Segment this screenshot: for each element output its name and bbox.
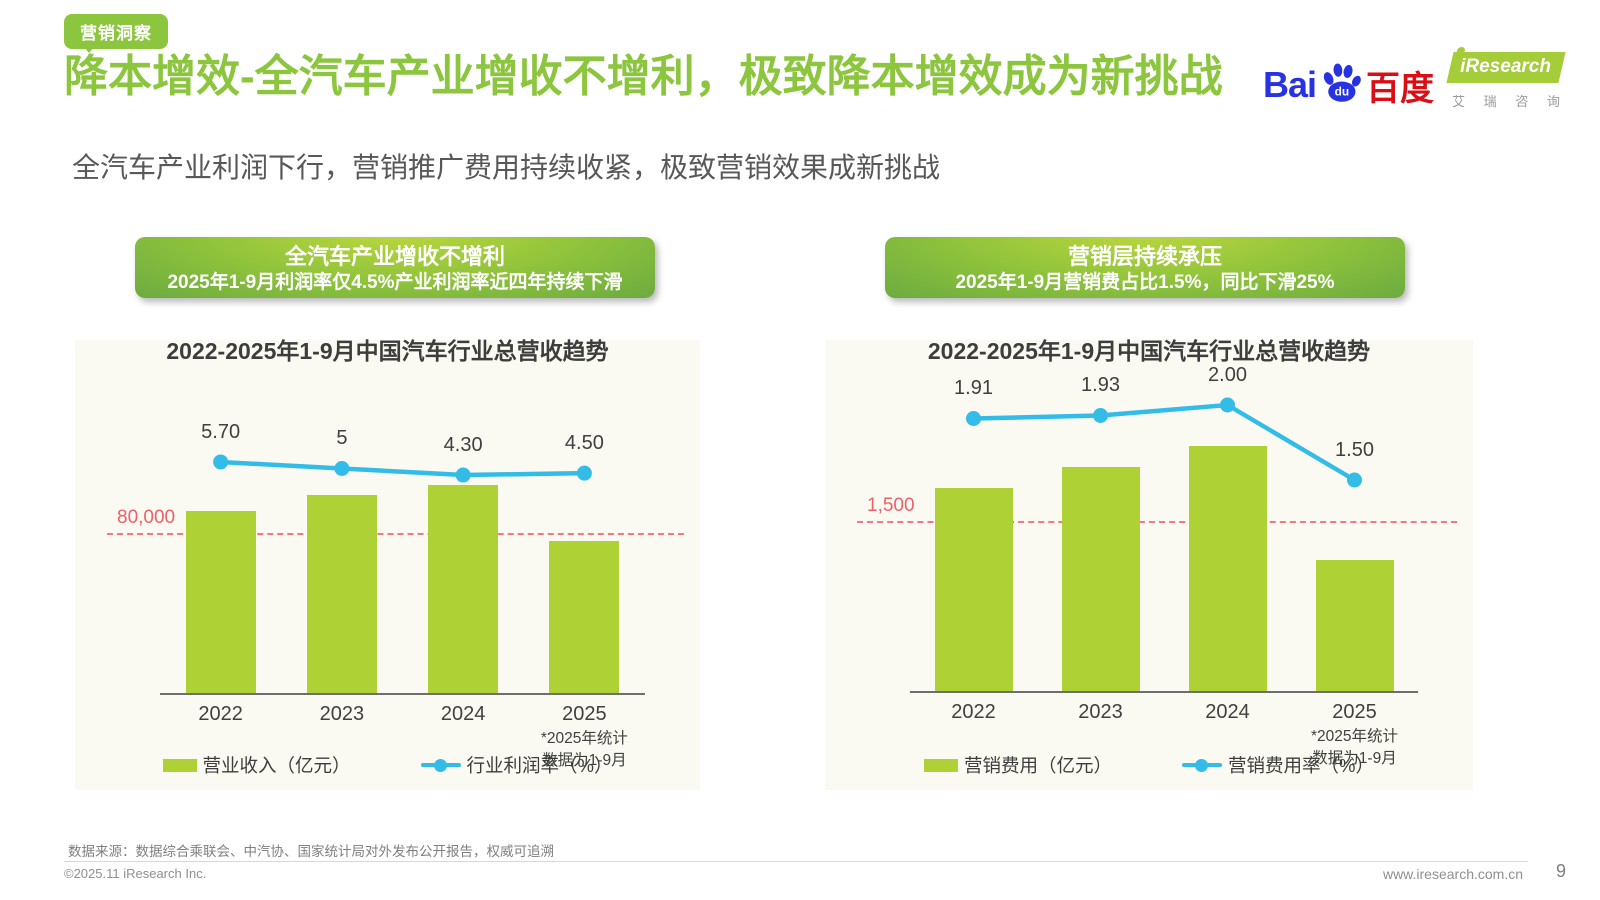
page-number: 9 (1555, 861, 1566, 881)
line-marker-2024 (1220, 397, 1235, 413)
point-label-2022: 5.70 (201, 421, 241, 443)
point-label-2025: 1.50 (1335, 439, 1374, 461)
line-marker-2025 (1347, 472, 1362, 488)
x-label-2024: 2024 (440, 703, 486, 725)
line-marker-2023 (1093, 408, 1108, 423)
badge-tail-icon (80, 42, 98, 53)
legend-line-label: 营销费用率（%） (1228, 755, 1374, 776)
website-text: www.iresearch.com.cn (1382, 866, 1523, 882)
line-marker-2022 (966, 411, 981, 426)
chart-footnote: *2025年统计 数据为1-9月 (1310, 728, 1398, 767)
line-marker-2023 (334, 461, 350, 476)
x-label-2025: 2025 *2025年统计 数据为1-9月 (1291, 701, 1418, 769)
iresearch-cn-text: 艾 瑞 咨 询 (1452, 94, 1560, 109)
x-label-2023: 2023 (1078, 701, 1123, 723)
left-chart-panel: 2022-2025年1-9月中国汽车行业总营收趋势 80,000 5.70 5 4.… (75, 338, 700, 790)
logo-group: Bai du 百度 iResearch 艾 瑞 咨 询 (1263, 47, 1566, 110)
point-label-2024: 4.30 (443, 434, 483, 456)
ref-line-label: 80,000 (117, 507, 176, 528)
x-label-2024: 2024 (1205, 701, 1250, 723)
legend-bar-swatch-icon (924, 758, 959, 772)
baidu-du-text: du (1335, 85, 1350, 99)
plot-area: 5.70 5 4.30 4.50 (160, 395, 645, 695)
chart-footnote: *2025年统计 数据为1-9月 (540, 730, 628, 769)
bar-2022 (934, 488, 1013, 691)
page-title: 降本增效-全汽车产业增收不增利，极致降本增效成为新挑战 (64, 52, 1223, 101)
point-label-2024: 2.00 (1208, 364, 1247, 386)
baidu-logo: Bai du 百度 (1263, 60, 1434, 110)
iresearch-logo-box: iResearch (1446, 47, 1566, 83)
right-banner-line2: 2025年1-9月营销费占比1.5%，同比下滑25% (955, 272, 1335, 294)
legend: 营销费用（亿元） 营销费用率（%） (825, 752, 1473, 778)
x-axis-labels: 2022 2023 2024 2025 *2025年统计 数据为1-9月 (160, 703, 645, 771)
baidu-wordmark-en: Bai (1262, 64, 1317, 105)
legend-line-swatch-icon (1182, 758, 1223, 772)
bar-2023 (306, 495, 377, 693)
line-marker-2025 (576, 465, 592, 481)
point-label-2023: 1.93 (1081, 374, 1120, 396)
iresearch-logo: iResearch 艾 瑞 咨 询 (1446, 47, 1566, 110)
legend-bar-label: 营销费用（亿元） (964, 755, 1113, 776)
point-label-2025: 4.50 (564, 432, 604, 454)
point-label-2023: 5 (336, 427, 348, 449)
left-header-banner: 全汽车产业增收不增利 2025年1-9月利润率仅4.5%产业利润率近四年持续下滑 (135, 237, 655, 298)
legend-bar-label: 营业收入（亿元） (202, 755, 351, 776)
line-marker-2024 (455, 467, 471, 483)
legend-item-line: 行业利润率（%） (420, 752, 613, 778)
right-header-banner: 营销层持续承压 2025年1-9月营销费占比1.5%，同比下滑25% (885, 237, 1405, 298)
iresearch-wordmark: iResearch (1460, 56, 1551, 77)
x-label-2022: 2022 (198, 703, 243, 725)
right-chart-panel: 2022-2025年1-9月中国汽车行业总营收趋势 1,500 1.91 1.93… (825, 338, 1473, 790)
left-banner-line2: 2025年1-9月利润率仅4.5%产业利润率近四年持续下滑 (167, 272, 623, 294)
legend-line-label: 行业利润率（%） (466, 755, 613, 776)
page-subtitle: 全汽车产业利润下行，营销推广费用持续收紧，极致营销效果成新挑战 (72, 152, 941, 183)
ref-line (107, 533, 684, 535)
x-label-2022: 2022 (951, 701, 996, 723)
bar-2025 (549, 541, 620, 693)
bar-2024 (428, 485, 499, 693)
x-label-2025: 2025 *2025年统计 数据为1-9月 (524, 703, 645, 771)
footer-divider (64, 861, 1528, 862)
left-chart-title: 2022-2025年1-9月中国汽车行业总营收趋势 (166, 338, 609, 364)
trend-line (966, 397, 1362, 488)
copyright-text: ©2025.11 iResearch Inc. (64, 866, 207, 881)
legend-item-bar: 营销费用（亿元） (924, 752, 1112, 778)
x-label-2023: 2023 (319, 703, 365, 725)
source-note: 数据来源：数据综合乘联会、中汽协、国家统计局对外发布公开报告，权威可追溯 (68, 844, 554, 859)
plot-area: 1.91 1.93 2.00 1.50 (910, 364, 1418, 693)
right-chart-title: 2022-2025年1-9月中国汽车行业总营收趋势 (927, 338, 1371, 364)
bar-2024 (1188, 446, 1267, 691)
ref-line (857, 521, 1457, 523)
legend-line-swatch-icon (420, 758, 461, 772)
left-banner-line1: 全汽车产业增收不增利 (284, 244, 505, 269)
bar-2023 (1061, 467, 1140, 691)
baidu-wordmark-cn: 百度 (1366, 69, 1434, 108)
x-axis-labels: 2022 2023 2024 2025 *2025年统计 数据为1-9月 (910, 701, 1418, 769)
baidu-paw-icon: du (1323, 63, 1361, 102)
legend-item-line: 营销费用率（%） (1182, 752, 1374, 778)
legend-bar-swatch-icon (162, 758, 197, 772)
legend-item-bar: 营业收入（亿元） (162, 752, 351, 778)
bar-2022 (185, 511, 256, 693)
bar-2025 (1315, 560, 1394, 691)
iresearch-dot-icon (1455, 47, 1466, 55)
line-marker-2022 (213, 454, 229, 470)
ref-line-label: 1,500 (867, 495, 915, 516)
legend: 营业收入（亿元） 行业利润率（%） (75, 752, 700, 778)
point-label-2022: 1.91 (954, 377, 993, 399)
trend-line (213, 454, 592, 483)
right-banner-line1: 营销层持续承压 (1067, 244, 1222, 269)
